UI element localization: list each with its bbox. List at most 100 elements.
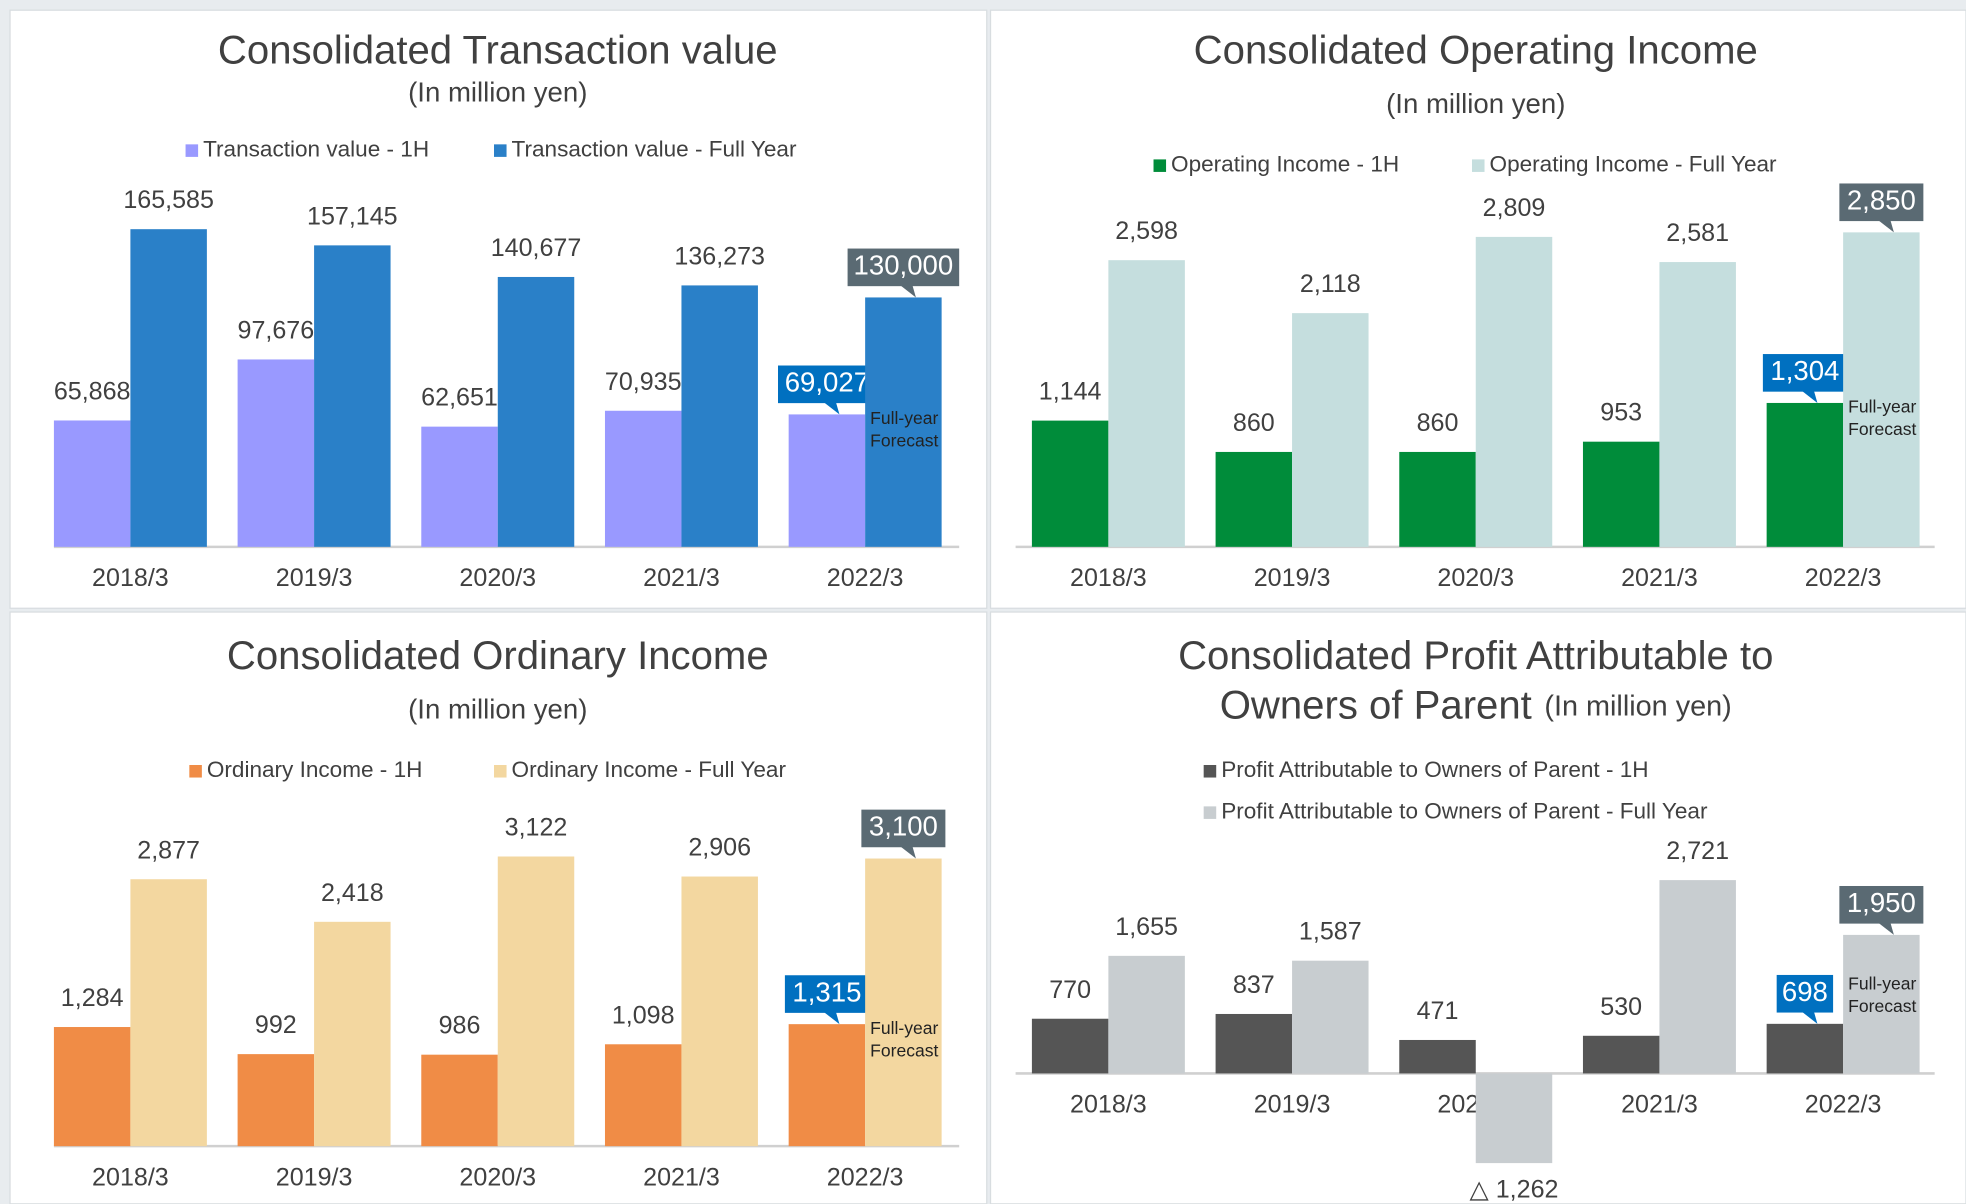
callout-box <box>777 365 876 404</box>
chart-subtitle: (In million yen) <box>408 76 587 107</box>
data-label: 165,585 <box>123 186 214 214</box>
x-tick-label: 2022/3 <box>1805 1091 1882 1119</box>
bar <box>1475 1073 1553 1164</box>
callout-box <box>1839 885 1924 924</box>
data-label: 3,100 <box>869 811 938 842</box>
x-tick-label: 2020/3 <box>459 564 536 592</box>
legend-label: Ordinary Income - 1H <box>207 757 423 782</box>
bar <box>1766 402 1844 547</box>
x-tick-label: 2022/3 <box>827 1163 904 1191</box>
data-label: 2,721 <box>1666 837 1729 865</box>
legend-label: Transaction value - 1H <box>203 137 429 162</box>
data-label: 97,676 <box>238 316 315 344</box>
data-label: 471 <box>1417 997 1459 1025</box>
annotation: Forecast <box>1848 996 1916 1016</box>
bar <box>1582 1035 1660 1074</box>
bar <box>421 1054 498 1147</box>
bar <box>1031 420 1109 547</box>
bar <box>681 876 758 1147</box>
bar <box>497 276 575 547</box>
legend-swatch <box>494 144 507 157</box>
bar <box>497 856 575 1147</box>
x-tick-label: 2018/3 <box>92 1163 169 1191</box>
bar <box>1843 232 1920 547</box>
legend-swatch <box>185 144 199 157</box>
bar <box>421 426 498 547</box>
bar <box>1031 1018 1109 1074</box>
bar <box>1292 960 1369 1074</box>
chart-title: Owners of Parent (In million yen) <box>1220 682 1732 727</box>
bar <box>53 1027 131 1147</box>
data-label: 530 <box>1600 993 1642 1021</box>
data-label: 2,598 <box>1115 217 1178 245</box>
bar <box>681 285 758 547</box>
chart-subtitle: (In million yen) <box>408 693 587 724</box>
bar <box>1108 955 1185 1074</box>
chart-title: Consolidated Transaction value <box>218 27 778 72</box>
legend-swatch <box>1153 159 1167 172</box>
annotation: Full-year <box>870 408 938 428</box>
data-label: 986 <box>439 1012 481 1040</box>
legend-label: Profit Attributable to Owners of Parent … <box>1221 757 1648 782</box>
data-label: 157,145 <box>307 202 398 230</box>
bar <box>314 921 391 1147</box>
data-label: 2,118 <box>1300 270 1361 298</box>
x-tick-label: 2021/3 <box>643 564 720 592</box>
callout-box <box>784 975 869 1013</box>
bar <box>237 1054 315 1147</box>
data-label: 2,850 <box>1847 185 1916 216</box>
annotation: Full-year <box>1848 397 1916 417</box>
x-tick-label: 2018/3 <box>1070 564 1147 592</box>
data-label: 69,027 <box>785 367 869 398</box>
data-label: 1,144 <box>1039 378 1102 406</box>
x-tick-label: 2021/3 <box>1621 1091 1698 1119</box>
bar <box>314 245 391 547</box>
legend-swatch <box>1203 764 1217 778</box>
data-label: 62,651 <box>421 384 498 412</box>
data-label: 2,418 <box>321 879 384 907</box>
bar <box>1582 441 1660 547</box>
chart-title: Consolidated Operating Income <box>1194 27 1758 72</box>
data-label: 3,122 <box>505 814 568 842</box>
x-tick-label: 2020/3 <box>1437 564 1514 592</box>
data-label: 140,677 <box>491 234 582 262</box>
bar <box>237 359 315 547</box>
bar <box>788 1024 866 1147</box>
callout-box <box>1839 183 1924 222</box>
bar <box>788 414 866 547</box>
data-label: 1,315 <box>792 976 861 1007</box>
legend-swatch <box>189 764 202 778</box>
data-label: 860 <box>1233 409 1275 437</box>
data-label: 65,868 <box>54 378 131 406</box>
data-label: 1,655 <box>1115 913 1178 941</box>
data-label: 2,906 <box>688 834 751 862</box>
x-tick-label: 2022/3 <box>827 564 904 592</box>
chart-title: Consolidated Profit Attributable to <box>1178 633 1773 678</box>
x-tick-label: 2021/3 <box>1621 564 1698 592</box>
bar <box>865 858 942 1147</box>
chart-title-line: Owners of Parent <box>1220 682 1532 727</box>
chart-title: Consolidated Ordinary Income <box>227 633 769 678</box>
x-tick-label: 2018/3 <box>1070 1091 1147 1119</box>
callout-box <box>847 248 960 287</box>
data-label: 70,935 <box>605 368 682 396</box>
data-label: 2,809 <box>1483 194 1546 222</box>
bar <box>1215 1013 1293 1074</box>
x-tick-label: 2020/3 <box>459 1163 536 1191</box>
legend-swatch <box>1203 806 1217 819</box>
data-label: 860 <box>1417 409 1459 437</box>
bar <box>604 410 682 547</box>
x-tick-label: 2019/3 <box>276 564 353 592</box>
bar <box>1659 880 1736 1074</box>
x-tick-label: 2019/3 <box>276 1163 353 1191</box>
annotation: Full-year <box>870 1018 938 1038</box>
bar <box>865 297 942 547</box>
chart-subtitle: (In million yen) <box>1544 690 1731 722</box>
annotation: Forecast <box>870 1040 938 1060</box>
annotation: Full-year <box>1848 974 1916 994</box>
data-label: 992 <box>255 1011 297 1039</box>
data-label: 770 <box>1049 976 1091 1004</box>
legend-label: Transaction value - Full Year <box>512 137 797 162</box>
